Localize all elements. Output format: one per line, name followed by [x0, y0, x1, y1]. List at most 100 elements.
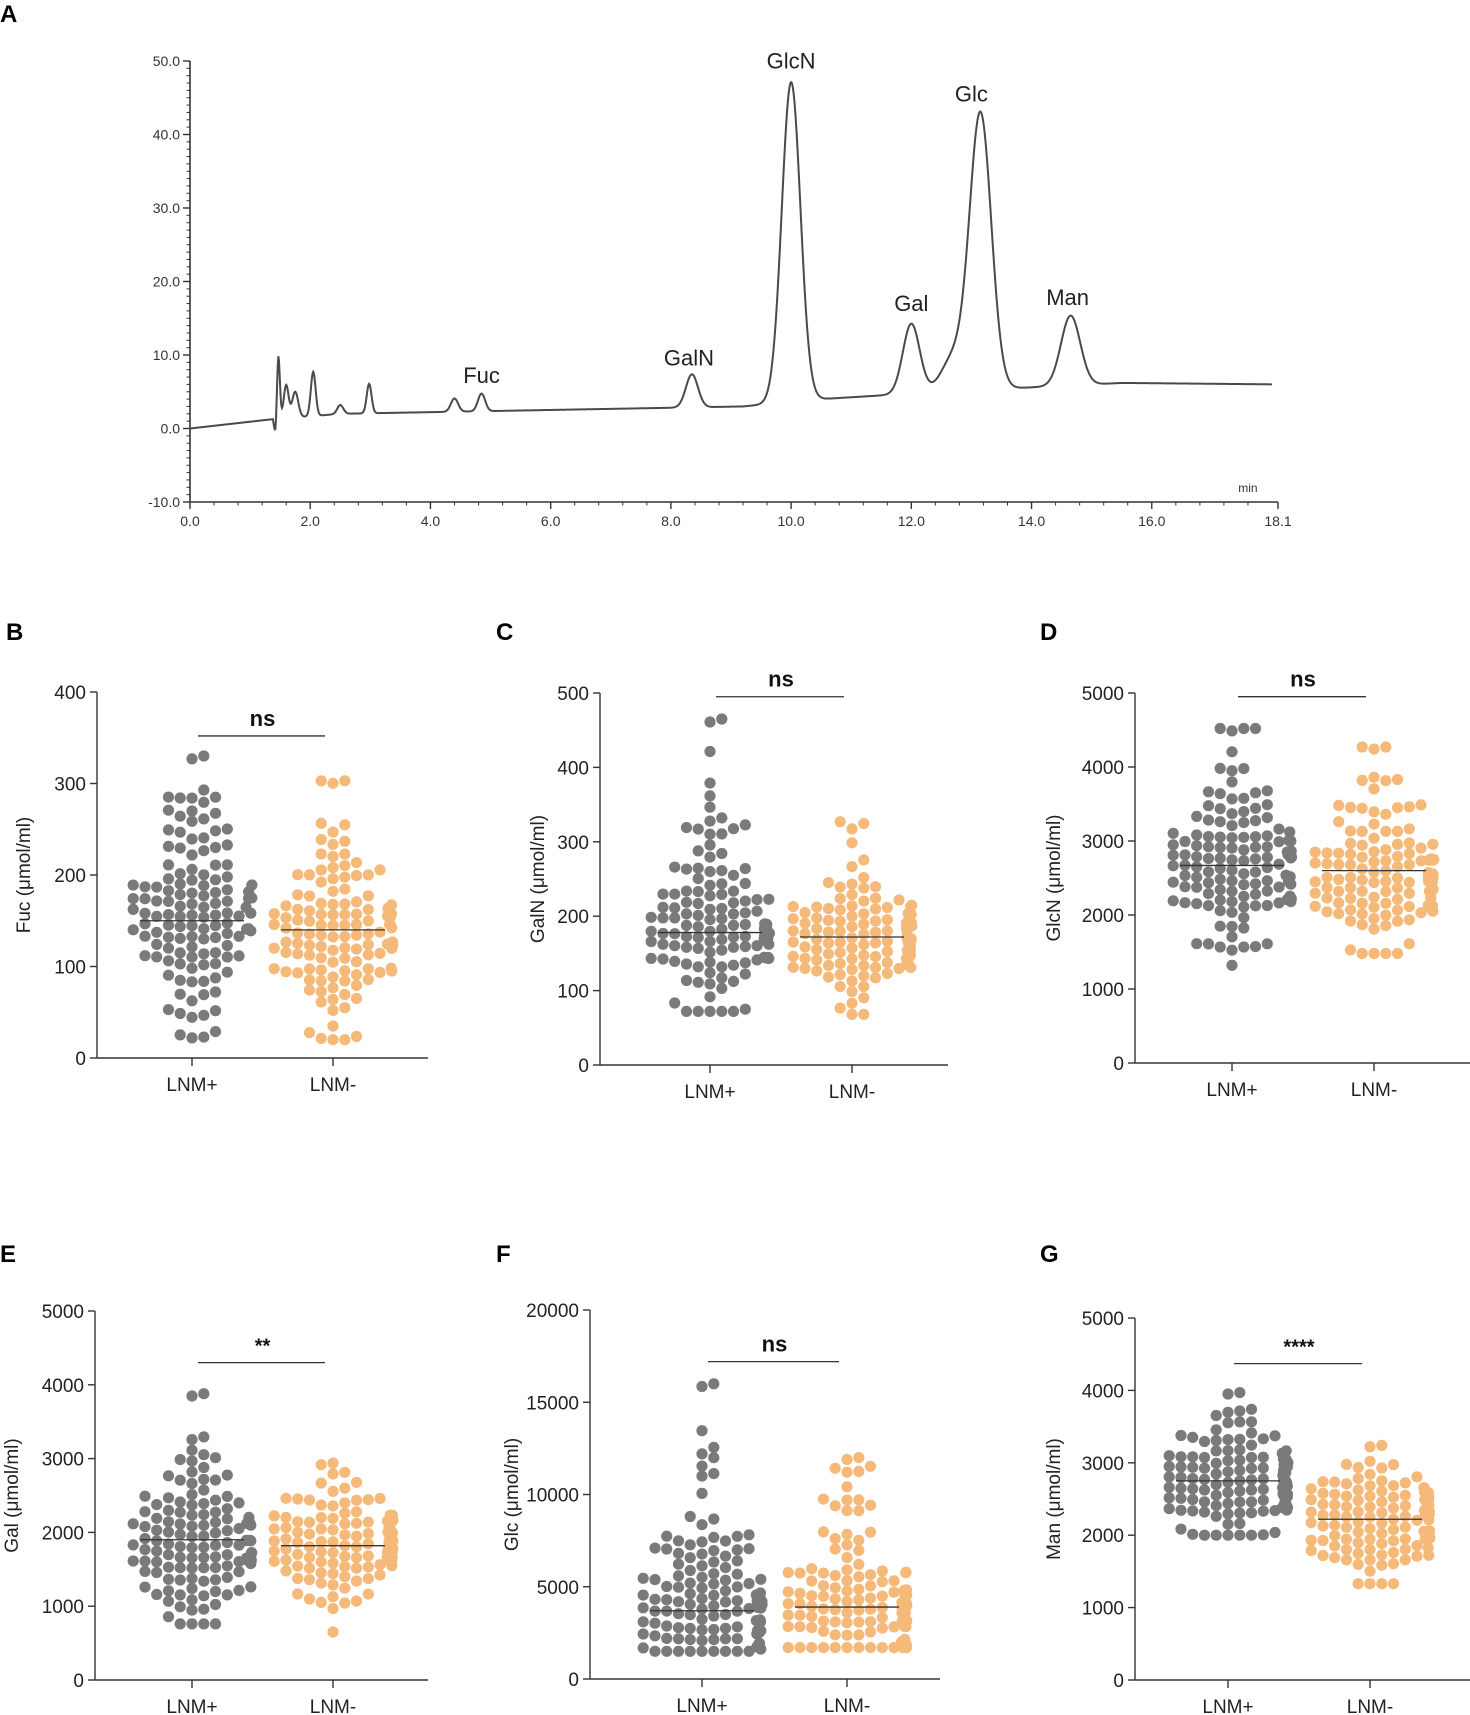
data-point	[727, 869, 740, 881]
data-point	[1261, 875, 1273, 887]
data-point	[198, 1603, 210, 1615]
data-point	[174, 1496, 186, 1508]
data-point	[841, 1564, 853, 1576]
data-point	[716, 972, 728, 984]
data-point	[1210, 1500, 1222, 1512]
data-point	[339, 819, 351, 831]
data-point	[1214, 816, 1226, 828]
data-point	[1317, 1549, 1329, 1562]
data-point	[139, 1521, 151, 1533]
data-point	[1368, 856, 1380, 868]
data-point	[739, 895, 751, 907]
data-point	[1309, 900, 1321, 912]
data-point	[727, 941, 740, 953]
data-point	[186, 1520, 198, 1532]
data-point	[1317, 1487, 1329, 1499]
data-point	[672, 1535, 685, 1547]
data-point	[1368, 783, 1380, 795]
data-point	[198, 869, 210, 881]
series-lnmpos	[645, 713, 776, 1018]
series-lnmpos	[637, 1378, 768, 1657]
data-point	[1245, 1403, 1258, 1415]
data-point	[186, 920, 198, 932]
data-point	[350, 1552, 363, 1564]
data-point	[1391, 947, 1404, 960]
data-point	[739, 930, 751, 943]
data-point	[327, 1626, 339, 1638]
data-point	[806, 1642, 818, 1654]
data-point	[661, 1530, 673, 1542]
data-point	[339, 1582, 351, 1594]
data-point	[1368, 947, 1380, 960]
data-point	[127, 879, 139, 891]
data-point	[127, 1518, 139, 1530]
data-point	[209, 791, 222, 803]
data-point	[221, 1513, 233, 1525]
data-point	[661, 1594, 673, 1606]
data-point	[1179, 849, 1191, 861]
data-point	[1179, 870, 1191, 882]
data-point	[350, 1595, 363, 1607]
data-point	[1403, 938, 1415, 950]
data-point	[1273, 881, 1285, 893]
data-point	[221, 859, 233, 871]
data-point	[853, 1594, 865, 1606]
data-point	[339, 1550, 351, 1562]
data-point	[1245, 1427, 1258, 1439]
data-point	[280, 1565, 292, 1577]
data-point	[162, 824, 175, 836]
data-point	[1368, 913, 1380, 925]
data-point	[1249, 853, 1262, 865]
data-point	[731, 1633, 743, 1645]
data-point	[1179, 835, 1191, 848]
data-point	[727, 919, 740, 932]
data-point	[1380, 875, 1392, 887]
data-point	[1364, 1441, 1376, 1453]
data-point	[374, 1559, 386, 1571]
data-point	[704, 790, 716, 802]
data-point	[1198, 1451, 1211, 1464]
data-point	[716, 888, 728, 901]
data-point	[1403, 837, 1415, 849]
data-point	[661, 1580, 673, 1593]
data-point	[1387, 1480, 1400, 1492]
data-point	[1376, 1485, 1388, 1497]
data-point	[209, 1539, 222, 1551]
data-point	[1340, 1554, 1353, 1566]
data-point	[1391, 802, 1404, 814]
data-point	[292, 1548, 304, 1560]
y-tick-label: 100	[54, 958, 86, 979]
data-point	[794, 1642, 806, 1654]
y-tick-label: 0	[75, 1049, 86, 1070]
data-point	[708, 1634, 720, 1646]
data-point	[209, 1516, 222, 1528]
data-point	[303, 1027, 316, 1039]
data-point	[162, 969, 175, 981]
data-point	[209, 1585, 222, 1598]
data-point	[669, 902, 681, 914]
data-point	[1175, 1451, 1187, 1463]
data-point	[1411, 1540, 1423, 1552]
data-point	[881, 946, 893, 958]
data-point	[716, 878, 728, 890]
data-point	[1399, 1533, 1411, 1545]
data-point	[162, 1470, 175, 1482]
y-tick-label: 5000	[1082, 684, 1124, 705]
data-point	[1387, 1502, 1400, 1514]
data-point	[1238, 901, 1250, 913]
data-point	[661, 1645, 673, 1657]
data-point	[221, 939, 233, 952]
data-point	[1198, 1529, 1211, 1541]
data-point	[350, 1530, 363, 1542]
data-point	[1317, 1498, 1329, 1510]
data-point	[817, 1642, 830, 1654]
data-point	[708, 1610, 720, 1622]
data-point	[198, 832, 210, 844]
data-point	[1179, 881, 1191, 893]
data-point	[822, 959, 835, 972]
data-point	[1403, 901, 1415, 913]
data-point	[858, 939, 870, 951]
data-point	[708, 1556, 720, 1568]
y-tick-label: 40.0	[153, 127, 180, 143]
data-point	[1403, 876, 1415, 889]
